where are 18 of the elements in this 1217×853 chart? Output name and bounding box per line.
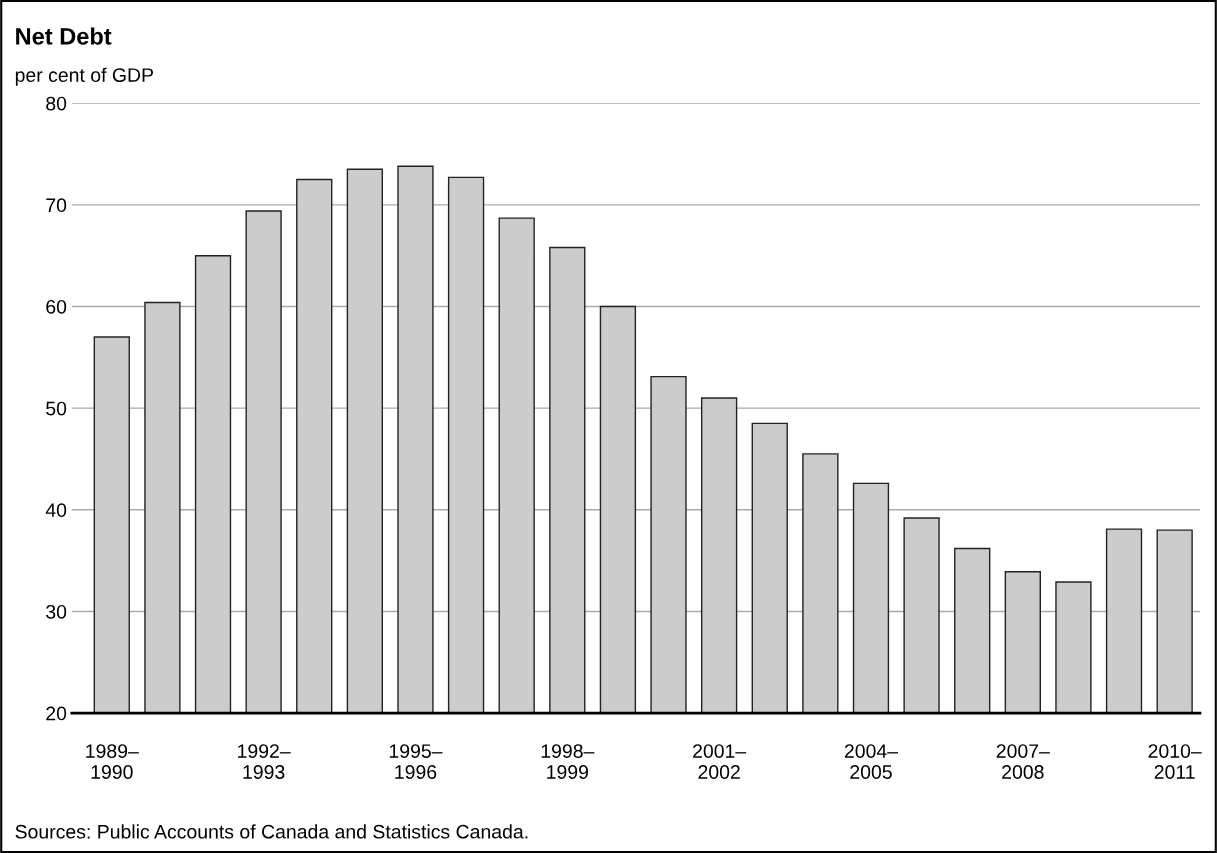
y-tick-label: 70	[46, 198, 67, 213]
x-tick-label: 1995– 1996	[389, 744, 443, 779]
x-tick-label: 2004– 2005	[844, 744, 899, 779]
y-tick-label: 40	[45, 503, 67, 518]
x-tick-label: 1989– 1990	[86, 744, 139, 779]
x-tick-label: 2001– 2002	[693, 744, 747, 779]
y-axis-title: per cent of GDP	[15, 67, 153, 86]
x-tick-label: 2007– 2008	[996, 744, 1050, 779]
y-tick-label: 30	[46, 604, 67, 619]
x-tick-label: 1992– 1993	[238, 744, 291, 779]
y-tick-label: 20	[46, 706, 67, 721]
source-note: Sources: Public Accounts of Canada and Statistics Canada.	[15, 824, 528, 839]
x-tick-label: 1998– 1999	[541, 744, 595, 779]
x-tick-label: 2010– 2011	[1148, 744, 1202, 779]
y-tick-label: 50	[46, 401, 67, 416]
chart-title: Net Debt	[16, 27, 112, 45]
y-tick-label: 80	[46, 96, 67, 111]
y-tick-label: 60	[46, 299, 67, 314]
